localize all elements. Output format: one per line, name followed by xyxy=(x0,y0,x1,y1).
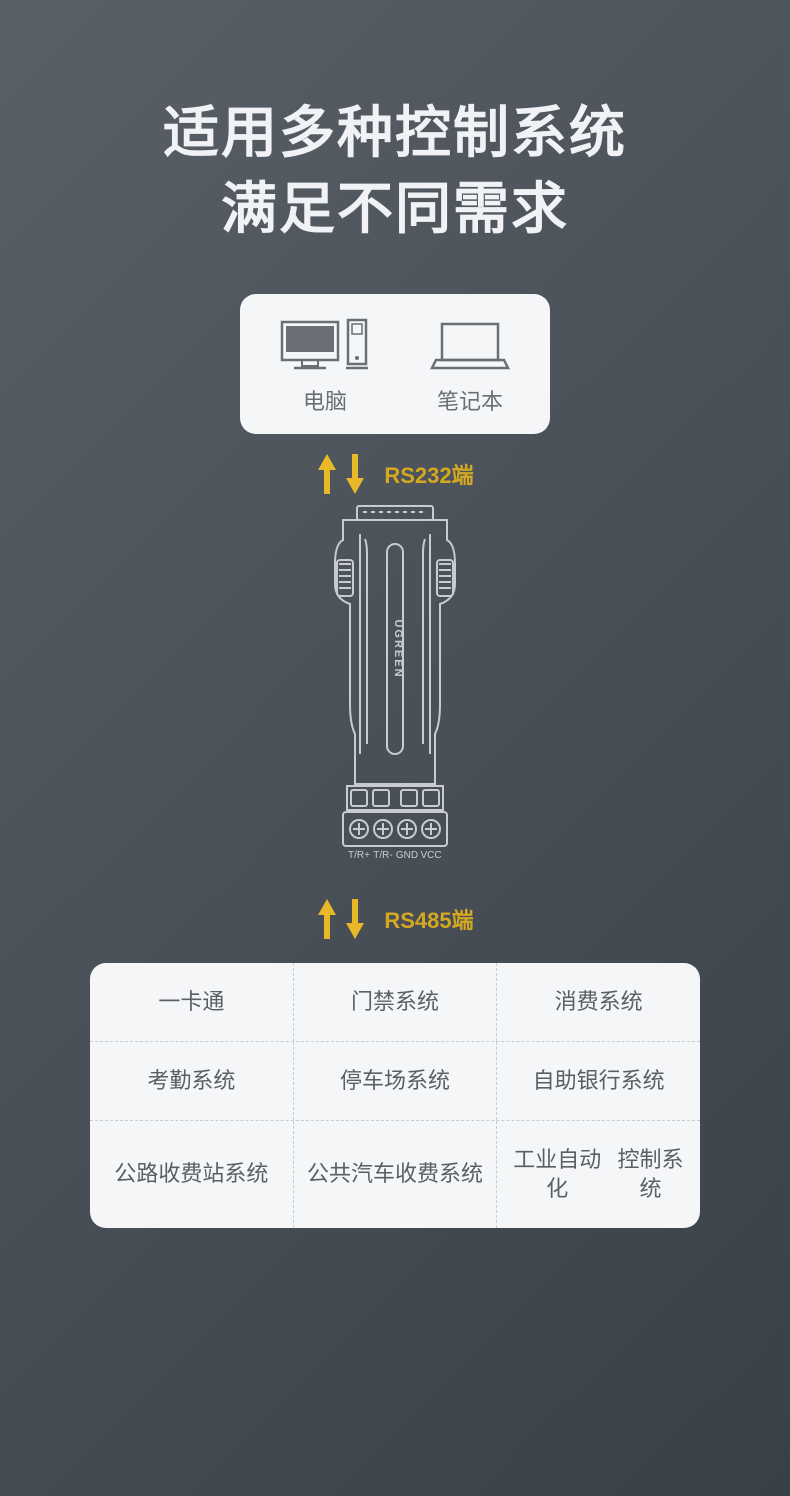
laptop-icon xyxy=(430,318,510,374)
brand-text: UGREEN xyxy=(392,620,404,679)
rs485-indicator: RS485端 xyxy=(316,897,473,941)
table-cell: 考勤系统 xyxy=(90,1042,294,1120)
rs485-label: RS485端 xyxy=(384,903,473,935)
arrows-icon xyxy=(316,897,366,941)
rs232-indicator: RS232端 xyxy=(316,452,473,496)
svg-text:VCC: VCC xyxy=(420,850,441,861)
table-cell: 公路收费站系统 xyxy=(90,1121,294,1228)
title-line-2: 满足不同需求 xyxy=(163,171,627,247)
table-row: 公路收费站系统 公共汽车收费系统 工业自动化控制系统 xyxy=(90,1121,700,1228)
table-cell: 消费系统 xyxy=(497,963,700,1041)
svg-text:T/R-: T/R- xyxy=(373,850,392,861)
desktop-icon xyxy=(280,318,370,374)
rs232-label: RS232端 xyxy=(384,458,473,490)
applications-table: 一卡通 门禁系统 消费系统 考勤系统 停车场系统 自助银行系统 公路收费站系统 … xyxy=(90,963,700,1228)
title-line-1: 适用多种控制系统 xyxy=(163,95,627,171)
table-cell: 一卡通 xyxy=(90,963,294,1041)
table-cell: 工业自动化控制系统 xyxy=(497,1121,700,1228)
table-cell: 门禁系统 xyxy=(294,963,498,1041)
table-cell: 自助银行系统 xyxy=(497,1042,700,1120)
svg-text:T/R+: T/R+ xyxy=(348,850,370,861)
table-cell: 停车场系统 xyxy=(294,1042,498,1120)
svg-text:GND: GND xyxy=(396,850,418,861)
infographic-container: 适用多种控制系统 满足不同需求 电脑 笔记本 xyxy=(0,0,790,1496)
connector-diagram: UGREEN T/R+ T/R- GND VCC xyxy=(305,504,485,889)
main-title: 适用多种控制系统 满足不同需求 xyxy=(163,95,627,246)
device-desktop: 电脑 xyxy=(280,318,370,416)
table-row: 考勤系统 停车场系统 自助银行系统 xyxy=(90,1042,700,1121)
arrows-icon xyxy=(316,452,366,496)
devices-box: 电脑 笔记本 xyxy=(240,294,550,434)
device-laptop: 笔记本 xyxy=(430,318,510,416)
device-label: 电脑 xyxy=(303,384,347,416)
table-row: 一卡通 门禁系统 消费系统 xyxy=(90,963,700,1042)
device-label: 笔记本 xyxy=(437,384,503,416)
table-cell: 公共汽车收费系统 xyxy=(294,1121,498,1228)
